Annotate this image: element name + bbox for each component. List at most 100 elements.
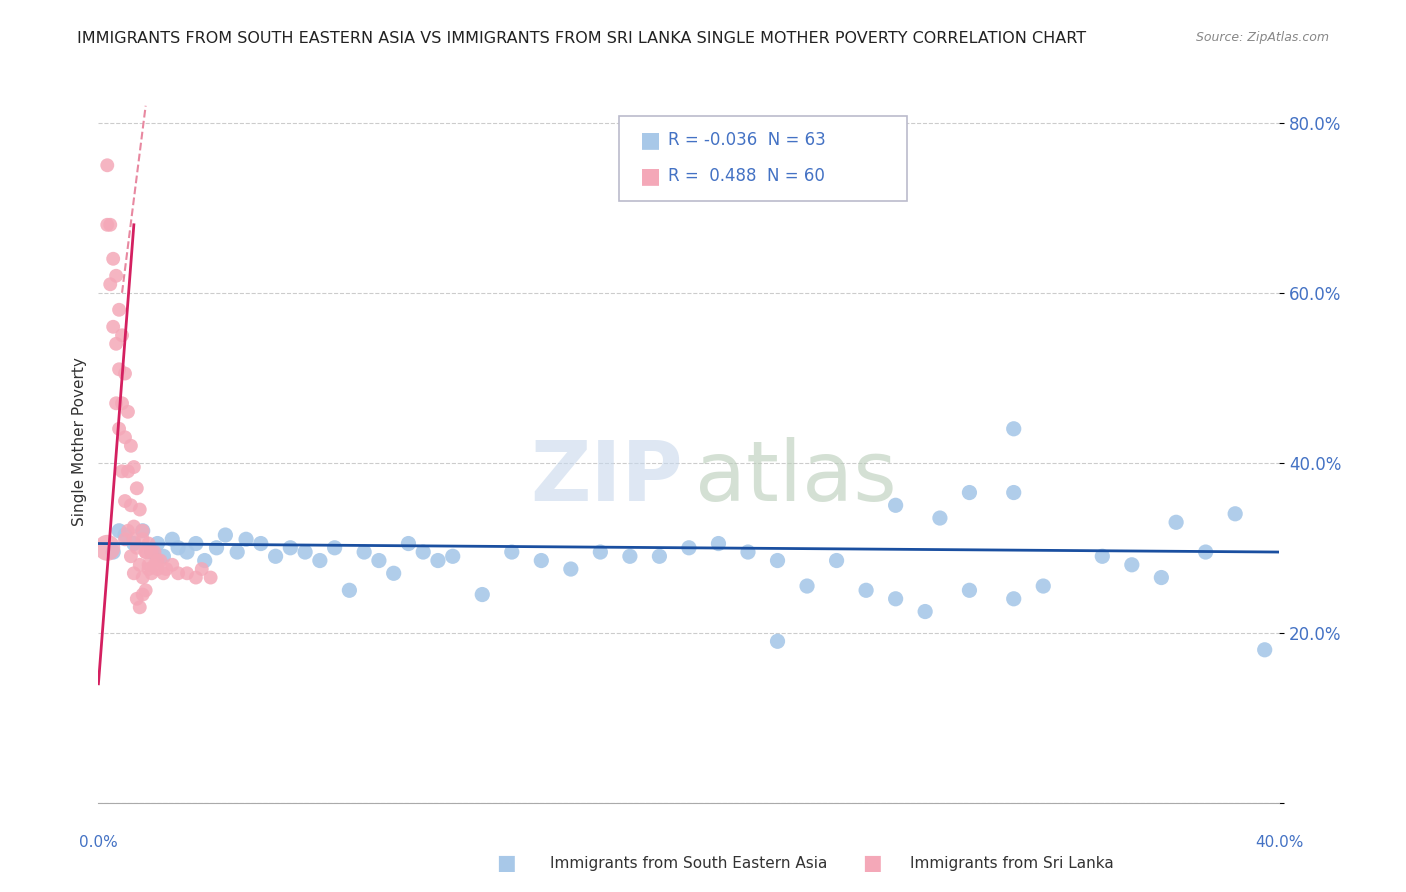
Point (103, 252, 125, 266)
Point (146, 553, 169, 567)
Point (959, 485, 981, 500)
Point (1091, 549, 1114, 564)
Point (184, 570, 207, 584)
Point (96, 541, 118, 555)
Point (884, 498, 907, 512)
Text: ■: ■ (640, 166, 661, 186)
Point (125, 481, 148, 495)
Point (132, 570, 155, 584)
Point (117, 405, 139, 419)
Point (412, 545, 434, 559)
Text: ■: ■ (640, 130, 661, 150)
Point (441, 549, 464, 564)
Point (619, 549, 641, 564)
Point (132, 588, 155, 602)
Text: IMMIGRANTS FROM SOUTH EASTERN ASIA VS IMMIGRANTS FROM SRI LANKA SINGLE MOTHER PO: IMMIGRANTS FROM SOUTH EASTERN ASIA VS IM… (77, 31, 1087, 46)
Text: R =  0.488  N = 60: R = 0.488 N = 60 (668, 167, 825, 185)
Point (205, 541, 228, 555)
Point (1150, 570, 1173, 584)
Point (96, 218, 118, 232)
Point (128, 558, 150, 572)
Point (1225, 507, 1247, 521)
Point (111, 328, 134, 343)
Point (117, 524, 139, 538)
Point (108, 362, 131, 376)
Point (146, 536, 169, 550)
Point (214, 528, 236, 542)
Point (929, 511, 952, 525)
Point (122, 536, 145, 550)
Point (471, 588, 494, 602)
Point (855, 583, 877, 598)
Y-axis label: Single Mother Poverty: Single Mother Poverty (72, 357, 87, 526)
Point (250, 536, 273, 550)
Point (105, 336, 128, 351)
Point (111, 396, 134, 410)
Point (1002, 591, 1025, 606)
Point (1121, 558, 1143, 572)
Text: R = -0.036  N = 63: R = -0.036 N = 63 (668, 131, 825, 149)
Point (368, 553, 391, 567)
Text: atlas: atlas (695, 437, 897, 518)
Point (167, 566, 190, 581)
Point (132, 524, 155, 538)
Point (114, 528, 136, 542)
Point (135, 545, 157, 559)
Point (146, 562, 169, 576)
Text: ■: ■ (496, 854, 516, 873)
Point (152, 549, 174, 564)
Point (103, 319, 125, 334)
Point (98, 277, 121, 292)
Point (98, 218, 121, 232)
Point (162, 558, 183, 572)
Point (884, 591, 907, 606)
Point (194, 553, 217, 567)
Point (96, 158, 118, 172)
Point (108, 302, 131, 317)
Point (125, 591, 148, 606)
Point (108, 524, 131, 538)
Point (339, 583, 361, 598)
Text: 0.0%: 0.0% (79, 836, 118, 850)
Point (120, 549, 142, 564)
Point (1032, 579, 1054, 593)
Point (120, 439, 142, 453)
Point (648, 549, 671, 564)
Point (200, 570, 222, 584)
Point (138, 558, 160, 572)
Point (128, 600, 150, 615)
Point (155, 562, 177, 576)
Point (959, 583, 981, 598)
Point (132, 524, 155, 538)
Point (114, 533, 136, 547)
Point (132, 533, 155, 547)
Point (1002, 485, 1025, 500)
Point (135, 545, 157, 559)
Point (427, 553, 450, 567)
Point (914, 605, 936, 619)
Point (1254, 642, 1277, 657)
Point (122, 519, 145, 533)
Point (138, 536, 160, 550)
Point (114, 430, 136, 444)
Point (766, 634, 789, 648)
Point (111, 464, 134, 478)
Point (103, 545, 125, 559)
Point (122, 533, 145, 547)
Point (114, 494, 136, 508)
Point (152, 566, 174, 581)
Point (120, 498, 142, 512)
Point (141, 545, 163, 559)
Point (135, 583, 157, 598)
Point (117, 464, 139, 478)
Point (560, 562, 582, 576)
Point (501, 545, 523, 559)
Point (176, 545, 198, 559)
Text: Source: ZipAtlas.com: Source: ZipAtlas.com (1195, 31, 1329, 45)
Point (1166, 516, 1188, 530)
Point (143, 558, 166, 572)
Point (122, 566, 145, 581)
Point (280, 541, 302, 555)
Point (707, 536, 730, 550)
Point (737, 545, 759, 559)
